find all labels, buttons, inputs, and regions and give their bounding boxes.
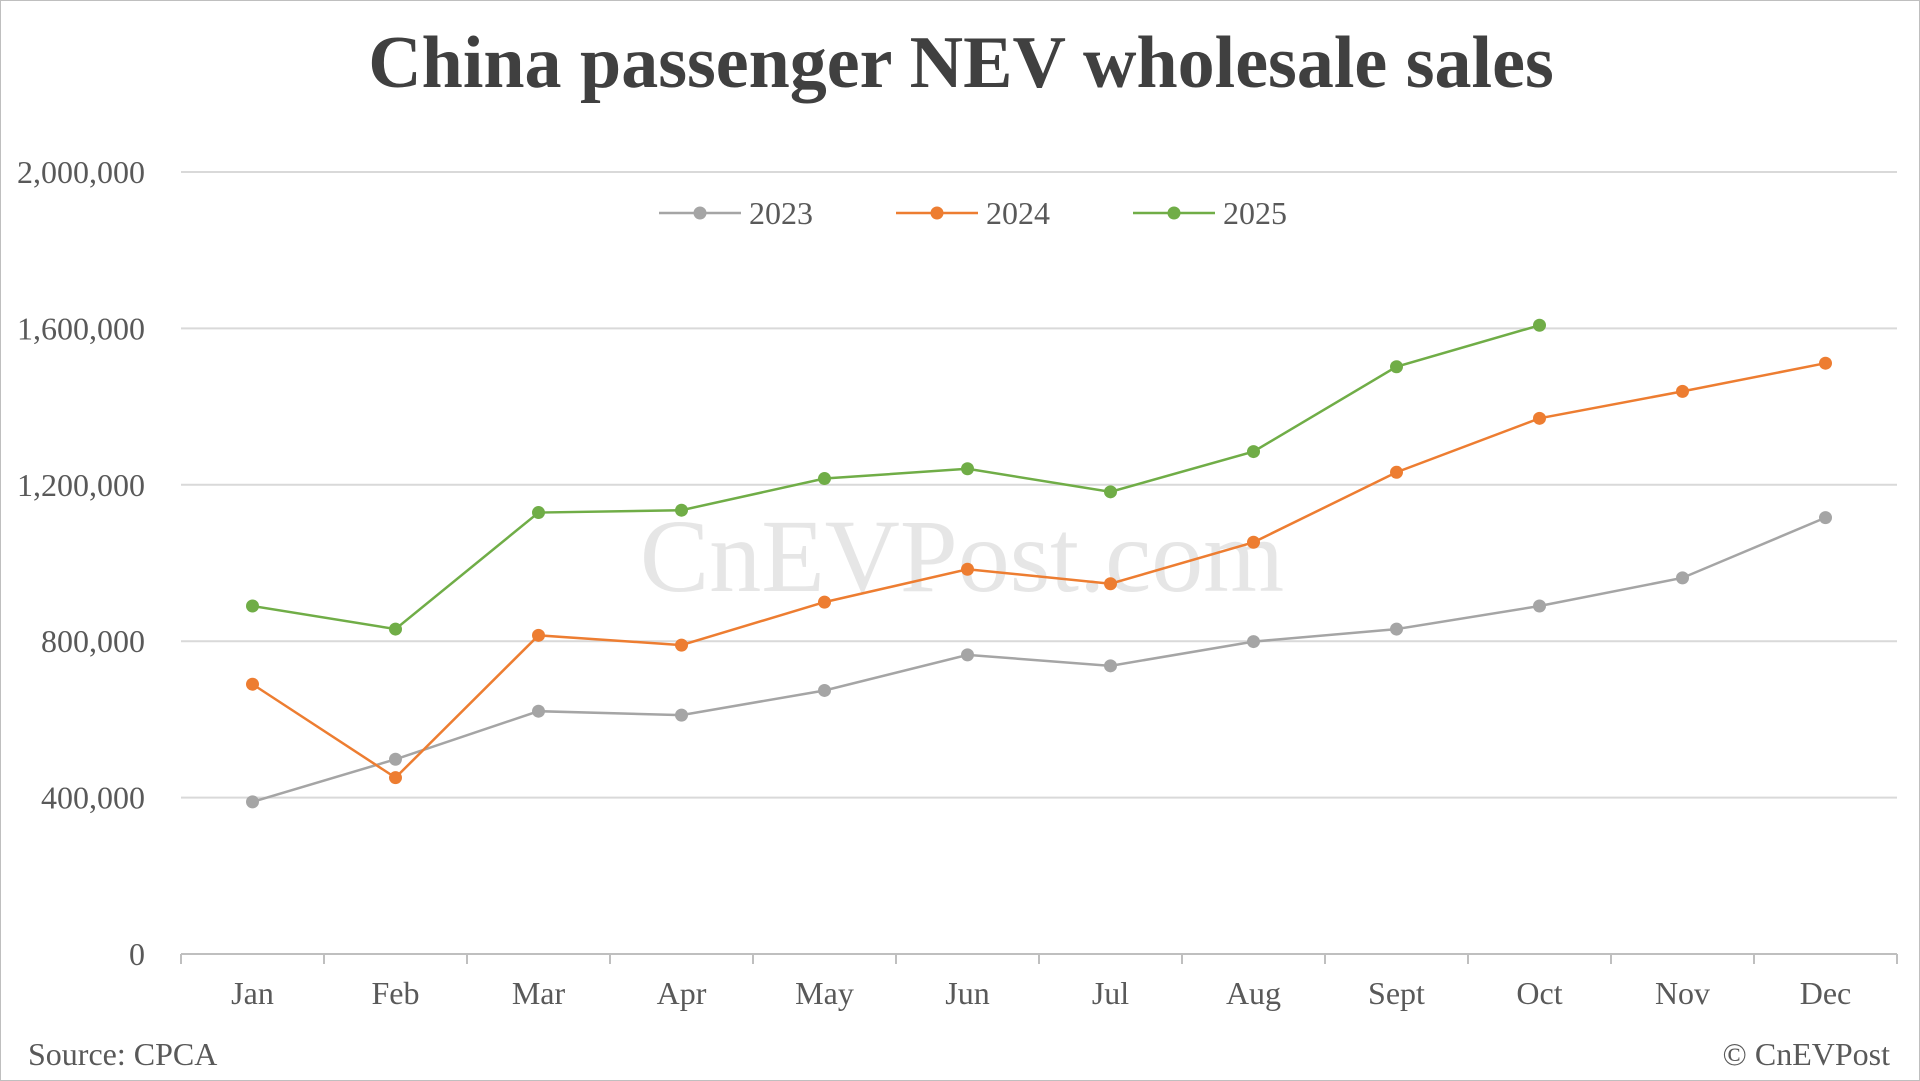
y-tick-label: 800,000 [41, 623, 145, 659]
series-line-2023 [252, 516, 1826, 804]
legend-marker-2023 [693, 206, 707, 220]
data-point-2023 [1819, 511, 1832, 525]
data-point-2024 [1676, 384, 1689, 398]
legend-label-2024: 2024 [986, 195, 1050, 231]
data-point-2024 [675, 638, 688, 652]
legend-marker-2024 [930, 206, 944, 220]
data-point-2023 [961, 648, 974, 662]
data-point-2023 [1390, 622, 1403, 636]
data-point-2025 [1104, 485, 1117, 499]
data-point-2023 [246, 795, 259, 809]
x-tick-label: Nov [1655, 975, 1710, 1011]
copyright-note: © CnEVPost [1723, 1036, 1891, 1072]
data-point-2024 [1390, 465, 1403, 479]
data-point-2023 [389, 752, 402, 766]
data-point-2023 [1676, 571, 1689, 585]
data-point-2025 [1533, 318, 1546, 332]
data-point-2025 [961, 462, 974, 476]
x-tick-label: Mar [512, 975, 566, 1011]
chart-title: China passenger NEV wholesale sales [368, 22, 1554, 104]
y-tick-label: 2,000,000 [17, 154, 145, 190]
data-point-2024 [532, 628, 545, 642]
data-point-2025 [389, 622, 402, 636]
data-point-2025 [532, 506, 545, 520]
data-point-2025 [675, 503, 688, 517]
data-point-2023 [1247, 635, 1260, 649]
x-tick-label: Jan [231, 975, 274, 1011]
data-point-2024 [1533, 411, 1546, 425]
y-tick-label: 0 [129, 936, 145, 972]
data-point-2025 [1247, 445, 1260, 459]
data-point-2024 [1104, 577, 1117, 591]
series-2023 [246, 511, 1832, 809]
y-tick-label: 1,600,000 [17, 310, 145, 346]
source-note: Source: CPCA [28, 1036, 217, 1072]
x-tick-label: Apr [657, 975, 707, 1011]
data-point-2023 [532, 704, 545, 718]
data-point-2023 [675, 708, 688, 722]
legend-marker-2025 [1167, 206, 1181, 220]
data-point-2024 [246, 677, 259, 691]
data-point-2025 [246, 599, 259, 613]
legend-label-2025: 2025 [1223, 195, 1287, 231]
series-line-2024 [251, 361, 1826, 780]
series-2024 [246, 356, 1832, 785]
data-point-2024 [389, 771, 402, 785]
x-tick-label: Oct [1516, 975, 1562, 1011]
x-tick-label: May [795, 975, 854, 1011]
data-point-2025 [1390, 360, 1403, 374]
data-point-2025 [818, 472, 831, 486]
series-line-2025 [252, 324, 1540, 631]
y-tick-label: 400,000 [41, 780, 145, 816]
x-tick-label: Jun [945, 975, 989, 1011]
data-point-2023 [818, 683, 831, 697]
series-2025 [246, 318, 1546, 636]
x-tick-label: Jul [1092, 975, 1129, 1011]
data-point-2024 [1247, 535, 1260, 549]
data-point-2023 [1533, 599, 1546, 613]
x-tick-label: Dec [1800, 975, 1852, 1011]
y-tick-label: 1,200,000 [17, 467, 145, 503]
data-point-2023 [1104, 659, 1117, 673]
data-point-2024 [1819, 356, 1832, 370]
watermark: CnEVPost.com [640, 499, 1284, 614]
legend-label-2023: 2023 [749, 195, 813, 231]
data-point-2024 [961, 562, 974, 576]
data-point-2024 [818, 595, 831, 609]
x-tick-label: Aug [1226, 975, 1281, 1011]
x-tick-label: Feb [372, 975, 420, 1011]
x-tick-label: Sept [1368, 975, 1425, 1011]
